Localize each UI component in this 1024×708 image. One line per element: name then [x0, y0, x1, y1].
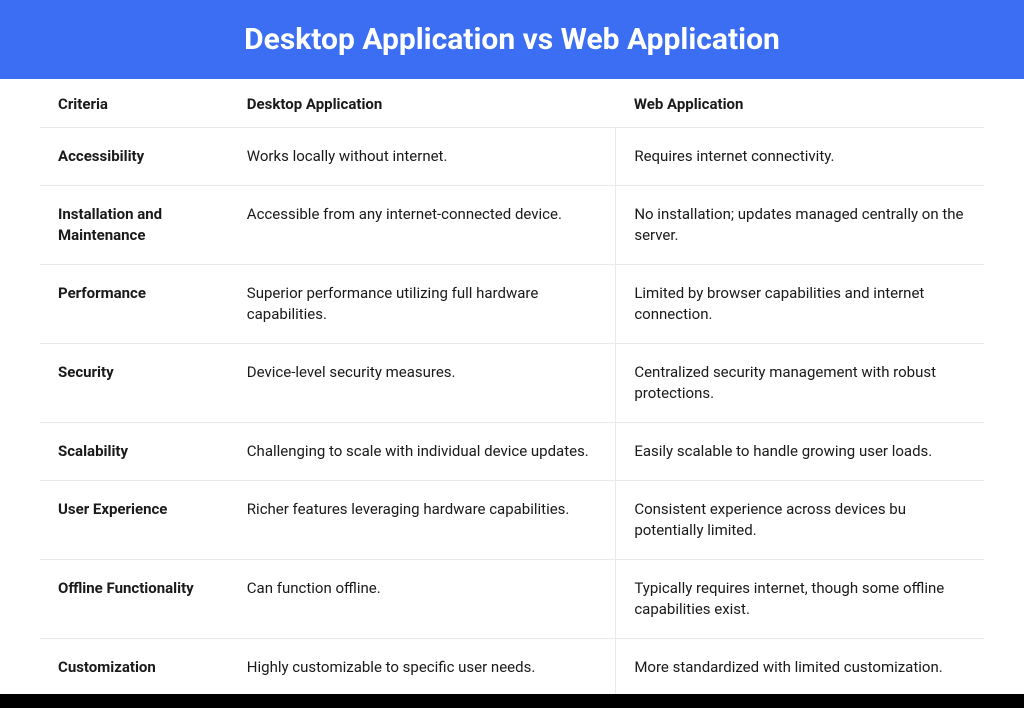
web-cell: Typically requires internet, though some…	[616, 560, 984, 639]
desktop-cell: Works locally without internet.	[229, 128, 616, 186]
table-header-row: Criteria Desktop Application Web Applica…	[40, 79, 984, 128]
table-row: Security Device-level security measures.…	[40, 344, 984, 423]
desktop-cell: Highly customizable to specific user nee…	[229, 639, 616, 697]
col-header-web: Web Application	[616, 79, 984, 128]
web-cell: Consistent experience across devices bu …	[616, 481, 984, 560]
criteria-cell: Installation and Maintenance	[40, 186, 229, 265]
title-banner: Desktop Application vs Web Application	[0, 0, 1024, 79]
criteria-cell: Offline Functionality	[40, 560, 229, 639]
web-cell: Easily scalable to handle growing user l…	[616, 423, 984, 481]
col-header-desktop: Desktop Application	[229, 79, 616, 128]
page-title: Desktop Application vs Web Application	[244, 22, 780, 57]
desktop-cell: Challenging to scale with individual dev…	[229, 423, 616, 481]
criteria-cell: Scalability	[40, 423, 229, 481]
web-cell: More standardized with limited customiza…	[616, 639, 984, 697]
table-row: User Experience Richer features leveragi…	[40, 481, 984, 560]
desktop-cell: Richer features leveraging hardware capa…	[229, 481, 616, 560]
footer-bar	[0, 694, 1024, 708]
desktop-cell: Accessible from any internet-connected d…	[229, 186, 616, 265]
criteria-cell: User Experience	[40, 481, 229, 560]
comparison-table: Criteria Desktop Application Web Applica…	[40, 79, 984, 697]
criteria-cell: Accessibility	[40, 128, 229, 186]
desktop-cell: Superior performance utilizing full hard…	[229, 265, 616, 344]
table-row: Offline Functionality Can function offli…	[40, 560, 984, 639]
criteria-cell: Customization	[40, 639, 229, 697]
criteria-cell: Performance	[40, 265, 229, 344]
comparison-table-container: Criteria Desktop Application Web Applica…	[0, 79, 1024, 697]
web-cell: Requires internet connectivity.	[616, 128, 984, 186]
table-row: Installation and Maintenance Accessible …	[40, 186, 984, 265]
col-header-criteria: Criteria	[40, 79, 229, 128]
table-row: Accessibility Works locally without inte…	[40, 128, 984, 186]
web-cell: Centralized security management with rob…	[616, 344, 984, 423]
desktop-cell: Device-level security measures.	[229, 344, 616, 423]
criteria-cell: Security	[40, 344, 229, 423]
table-row: Scalability Challenging to scale with in…	[40, 423, 984, 481]
web-cell: No installation; updates managed central…	[616, 186, 984, 265]
desktop-cell: Can function offline.	[229, 560, 616, 639]
table-row: Customization Highly customizable to spe…	[40, 639, 984, 697]
table-row: Performance Superior performance utilizi…	[40, 265, 984, 344]
web-cell: Limited by browser capabilities and inte…	[616, 265, 984, 344]
